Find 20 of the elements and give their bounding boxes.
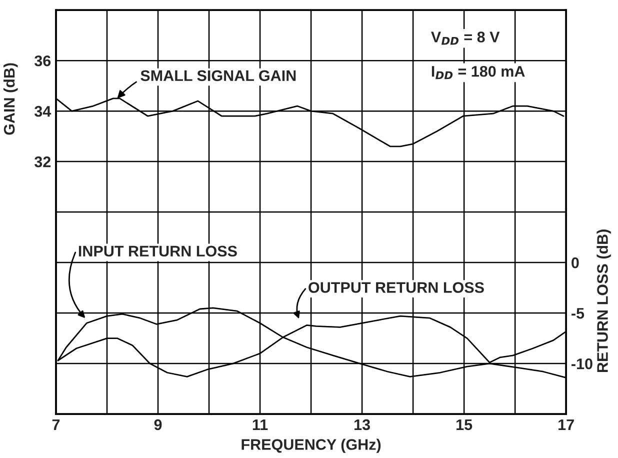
annotation: OUTPUT RETURN LOSS bbox=[308, 282, 484, 293]
x-axis-title: FREQUENCY (GHz) bbox=[242, 438, 381, 453]
y-tick-label: 32 bbox=[34, 156, 51, 168]
x-tick-label: 17 bbox=[558, 419, 574, 430]
y-tick-label: 36 bbox=[34, 55, 51, 66]
x-tick-label: 7 bbox=[52, 419, 60, 430]
annotation: I$_{DD}$ = 180 mA bbox=[432, 66, 525, 80]
y2-tick-label: -5 bbox=[572, 308, 584, 319]
x-tick-label: 13 bbox=[354, 419, 370, 430]
y2-tick-label: -10 bbox=[572, 358, 592, 370]
x-tick-label: 15 bbox=[456, 419, 472, 430]
x-tick-label: 11 bbox=[252, 419, 268, 430]
y2-axis-title: RETURN LOSS (dB) bbox=[596, 230, 611, 372]
y2-tick-label: 0 bbox=[572, 257, 579, 268]
annotation: V$_{DD}$ = 8 V bbox=[431, 32, 500, 45]
annotation: SMALL SIGNAL GAIN bbox=[140, 70, 296, 82]
annotation: INPUT RETURN LOSS bbox=[78, 246, 237, 257]
x-tick-label: 9 bbox=[154, 419, 162, 430]
y-axis-title: GAIN (dB) bbox=[3, 63, 18, 135]
y-tick-label: 34 bbox=[34, 106, 52, 117]
